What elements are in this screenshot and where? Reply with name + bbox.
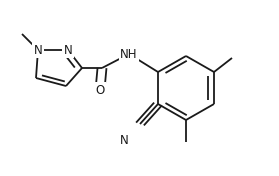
Text: N: N: [64, 43, 72, 56]
Text: O: O: [95, 83, 105, 96]
Text: N: N: [120, 134, 128, 147]
Text: NH: NH: [120, 48, 138, 61]
Text: N: N: [34, 43, 42, 56]
